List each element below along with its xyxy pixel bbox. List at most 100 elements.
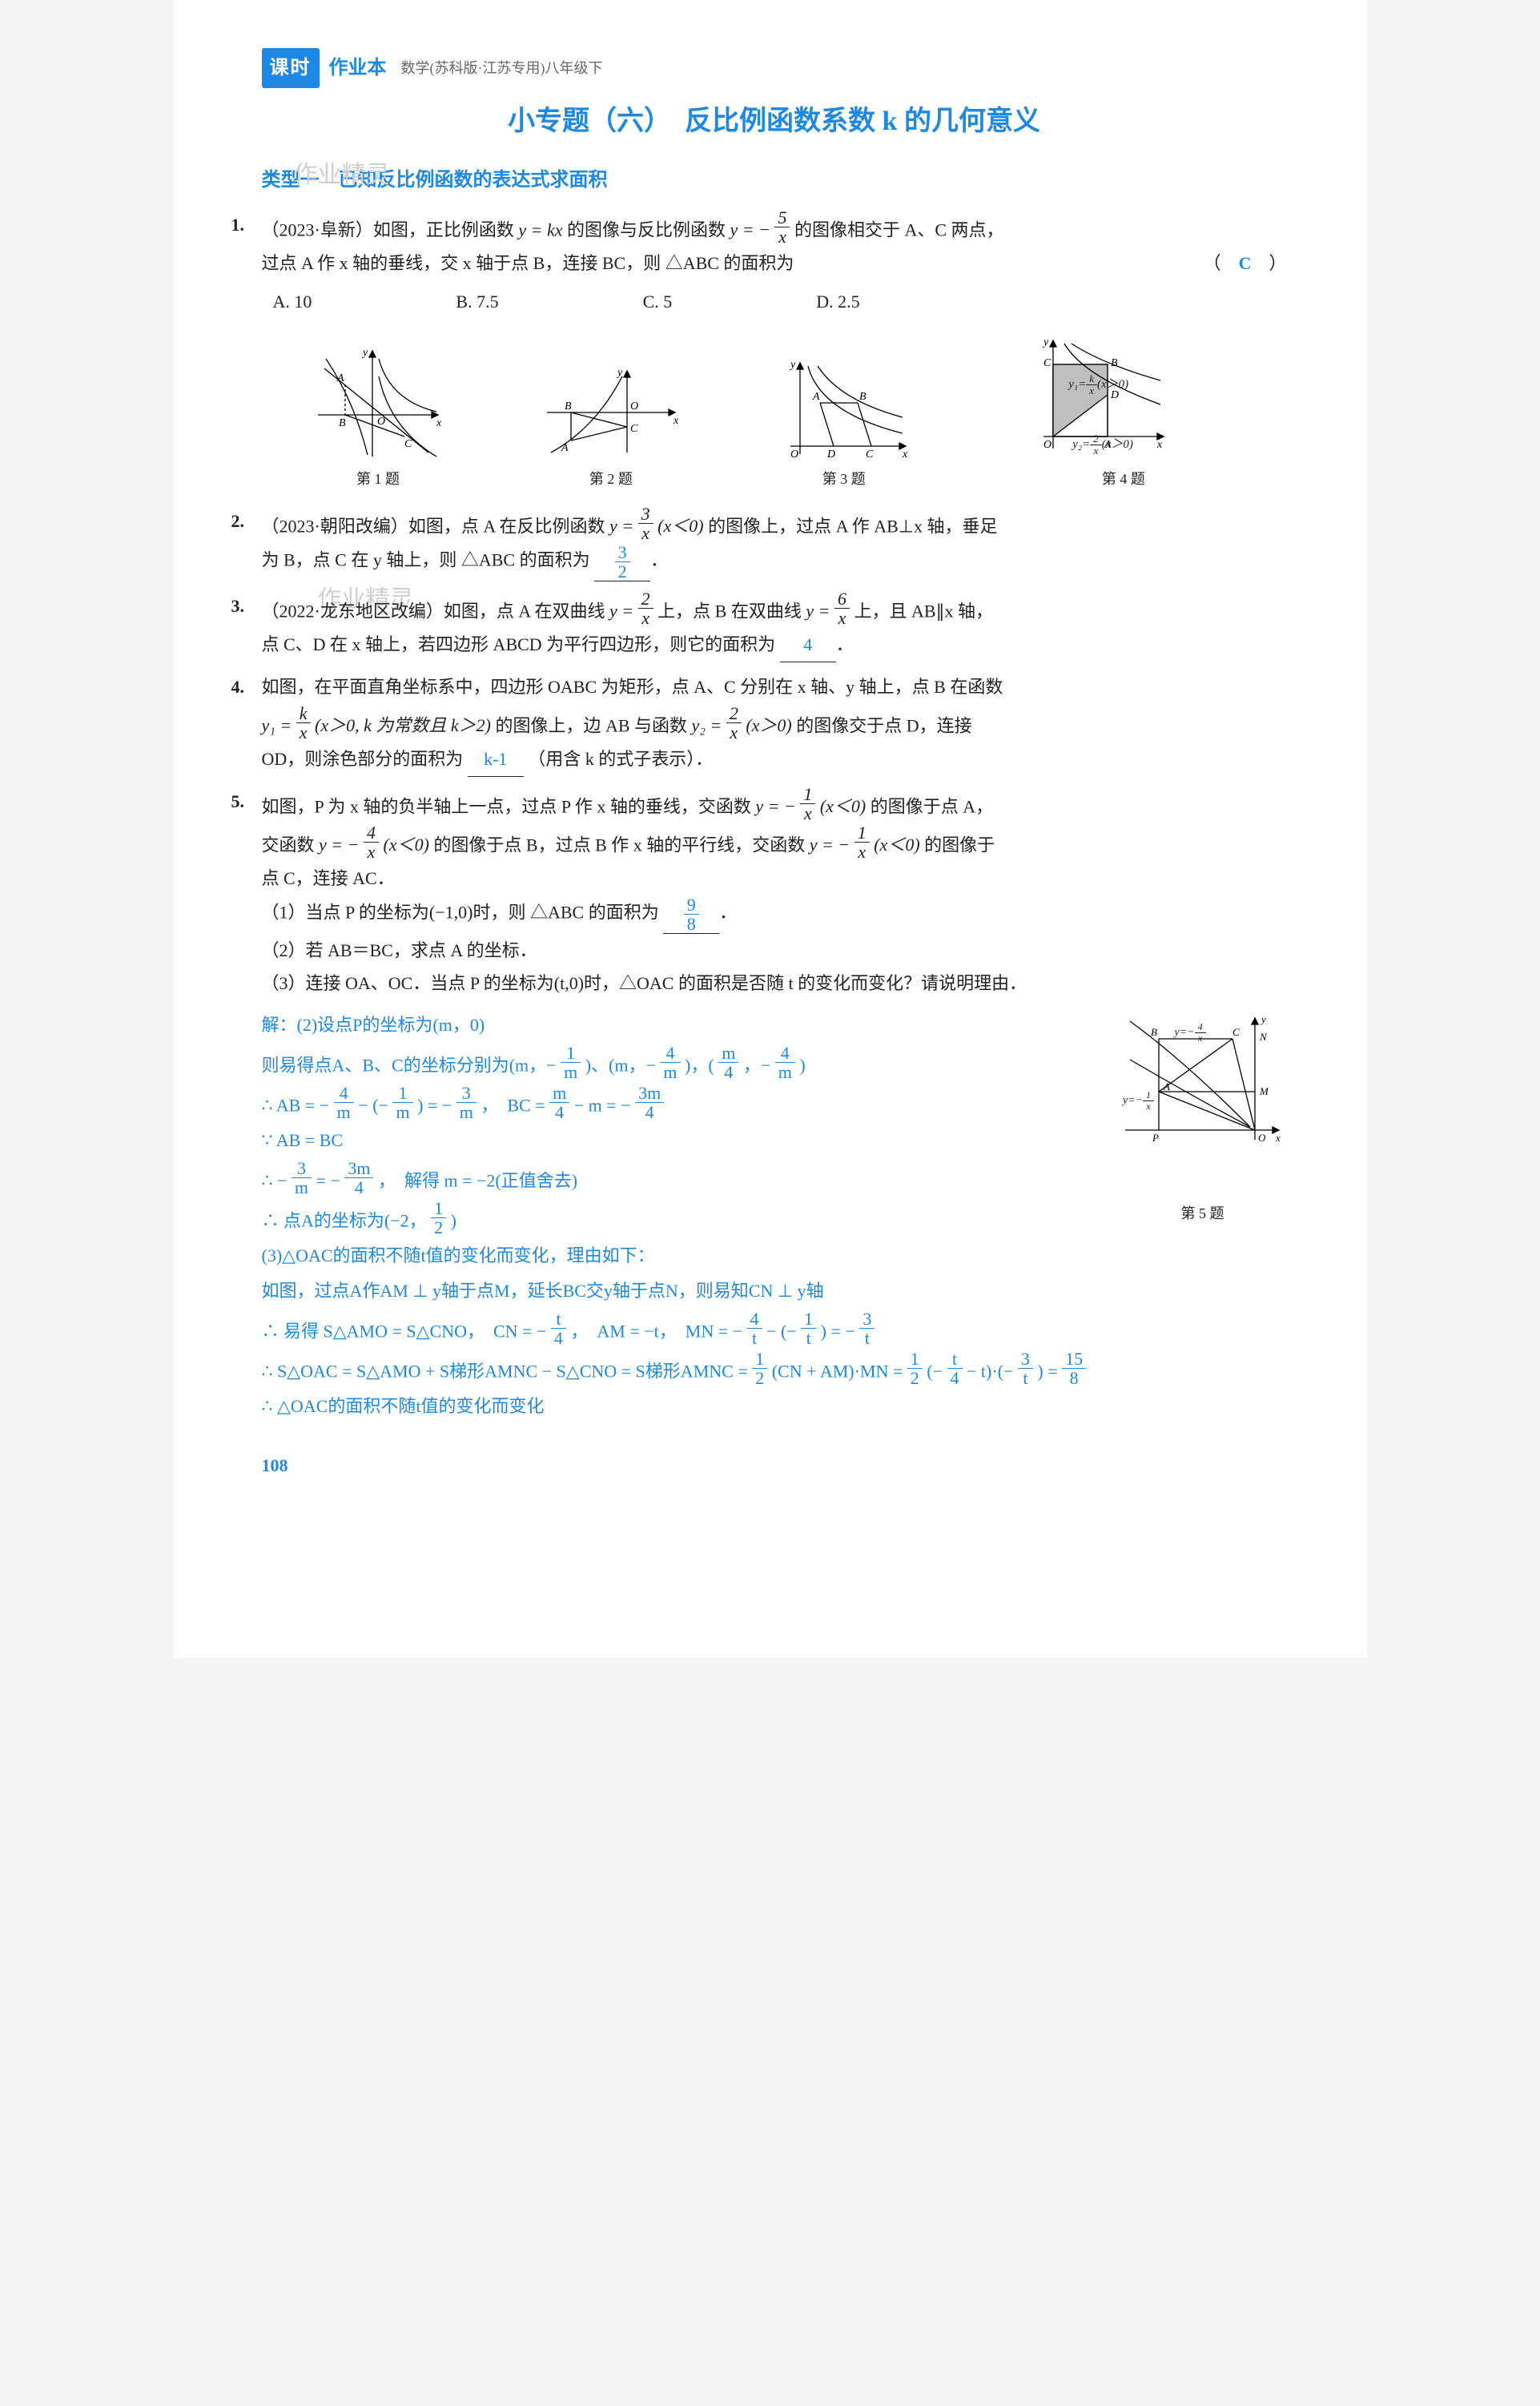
text: 的图像于点 B，过点 B 作 x 轴的平行线，交函数 xyxy=(433,835,809,855)
svg-text:M: M xyxy=(1259,1085,1269,1097)
text: OD，则涂色部分的面积为 xyxy=(262,749,464,769)
option-b: B. 7.5 xyxy=(456,285,498,319)
option-d: D. 2.5 xyxy=(816,285,859,319)
text: 过点 A 作 x 轴的垂线，交 x 轴于点 B，连接 BC，则 △ABC 的面积… xyxy=(262,253,794,273)
equation: y = kx xyxy=(518,219,562,239)
sol-line: 如图，过点A作AM ⊥ y轴于点M，延长BC交y轴于点N，则易知CN ⊥ y轴 xyxy=(262,1274,1287,1308)
sol-line: ∴ △OAC的面积不随t值的变化而变化 xyxy=(262,1390,1287,1423)
svg-text:y: y xyxy=(616,367,623,379)
text: （2022·龙东地区改编）如图，点 A 在双曲线 xyxy=(262,601,610,621)
svg-text:B: B xyxy=(339,417,346,429)
figure-4: C B D O A x y 第 4 题 y₁=kx(x＞0) y₂=2x(x＞0… xyxy=(960,332,1286,493)
fig5-label-top: y=−4x xyxy=(1175,1022,1271,1044)
sub-q3: （3）连接 OA、OC．当点 P 的坐标为(t,0)时，△OAC 的面积是否随 … xyxy=(262,973,1027,993)
problem-5: 5. 如图，P 为 x 轴的负半轴上一点，过点 P 作 x 轴的垂线，交函数 y… xyxy=(262,785,1287,1001)
page: 课时 作业本 数学(苏科版·江苏专用)八年级下 小专题（六） 反比例函数系数 k… xyxy=(174,0,1367,1658)
text: 如图，在平面直角坐标系中，四边形 OABC 为矩形，点 A、C 分别在 x 轴、… xyxy=(262,677,1003,697)
answer-blank: 98 xyxy=(663,895,719,934)
svg-text:x: x xyxy=(673,415,679,427)
section-heading: 类型一 已知反比例函数的表达式求面积 xyxy=(262,162,1287,199)
figure-3: A B D C O x y 第 3 题 xyxy=(727,356,960,493)
answer-blank: k-1 xyxy=(468,742,524,777)
text: 的图像上，过点 A 作 AB⊥x 轴，垂足 xyxy=(708,516,997,536)
text: 交函数 xyxy=(262,835,320,855)
svg-text:O: O xyxy=(1043,439,1051,451)
option-a: A. 10 xyxy=(273,285,312,319)
text: 的图像上，边 AB 与函数 xyxy=(495,715,691,735)
denominator: x xyxy=(774,227,790,246)
svg-text:C: C xyxy=(630,423,638,435)
svg-text:y: y xyxy=(1042,336,1049,348)
numerator: 5 xyxy=(774,208,790,227)
svg-text:x: x xyxy=(1156,439,1163,451)
sol-line: ∴ S△OAC = S△AMO + S梯形AMNC − S△CNO = S梯形A… xyxy=(262,1350,1287,1388)
text: 的图像于点 A， xyxy=(871,796,993,816)
answer-blank: 4 xyxy=(780,628,836,662)
fig4-label-y1: y₁=kx(x＞0) xyxy=(1068,373,1128,396)
option-c: C. 5 xyxy=(643,285,673,319)
answer-paren: （ C ） xyxy=(1204,247,1287,280)
figure-2: A B C O x y 第 2 题 xyxy=(494,364,727,493)
text: 点 C、D 在 x 轴上，若四边形 ABCD 为平行四边形，则它的面积为 xyxy=(262,634,776,654)
text: 点 C，连接 AC． xyxy=(262,868,395,888)
svg-text:B: B xyxy=(1151,1026,1157,1038)
svg-text:O: O xyxy=(790,449,798,461)
sub-q1: （1）当点 P 的坐标为(−1,0)时，则 △ABC 的面积为 xyxy=(262,902,659,922)
svg-text:y: y xyxy=(789,359,796,371)
period: ． xyxy=(836,634,854,654)
text: 的图像与反比例函数 xyxy=(567,219,730,239)
text: 为 B，点 C 在 y 轴上，则 △ABC 的面积为 xyxy=(262,549,590,569)
svg-text:C: C xyxy=(1043,357,1051,369)
sub-q2: （2）若 AB＝BC，求点 A 的坐标． xyxy=(262,940,537,960)
problem-3: 3. （2022·龙东地区改编）如图，点 A 在双曲线 y = 2x 上，点 B… xyxy=(262,589,1287,662)
text: （2023·朝阳改编）如图，点 A 在反比例函数 xyxy=(262,516,610,536)
header-meta: 数学(苏科版·江苏专用)八年级下 xyxy=(401,54,603,82)
page-number: 108 xyxy=(262,1449,1287,1483)
svg-text:O: O xyxy=(630,400,638,412)
problem-number: 1. xyxy=(231,208,245,242)
page-title: 小专题（六） 反比例函数系数 k 的几何意义 xyxy=(262,96,1287,148)
problem-number: 4. xyxy=(231,670,245,704)
svg-text:B: B xyxy=(565,400,572,412)
fraction: 5 x xyxy=(774,208,790,246)
logo: 课时 xyxy=(262,48,320,88)
problem-2: 2. （2023·朝阳改编）如图，点 A 在反比例函数 y = 3x (x＜0)… xyxy=(262,505,1287,581)
svg-text:O: O xyxy=(1258,1132,1266,1144)
answer-letter: C xyxy=(1239,253,1252,273)
svg-text:A: A xyxy=(336,372,344,384)
text: 的图像交于点 D，连接 xyxy=(796,715,971,735)
svg-text:x: x xyxy=(436,417,442,429)
sol-line: ∴ 易得 S△AMO = S△CNO， CN = − t4 ， AM = −t，… xyxy=(262,1310,1287,1348)
header: 课时 作业本 数学(苏科版·江苏专用)八年级下 xyxy=(262,48,1287,88)
fig4-label-y2: y₂=2x(x＞0) xyxy=(1072,433,1133,457)
problem-number: 2. xyxy=(231,505,245,538)
sol-line: (3)△OAC的面积不随t值的变化而变化，理由如下： xyxy=(262,1239,1287,1273)
equation: y = − 5 x xyxy=(730,219,794,239)
options: A. 10 B. 7.5 C. 5 D. 2.5 xyxy=(273,285,1287,319)
text: 的图像相交于 A、C 两点， xyxy=(794,219,1004,239)
text: 如图，P 为 x 轴的负半轴上一点，过点 P 作 x 轴的垂线，交函数 xyxy=(262,796,756,816)
answer-blank: 32 xyxy=(594,543,650,581)
svg-text:C: C xyxy=(404,438,412,450)
svg-text:O: O xyxy=(377,416,385,428)
figure-5: B C N A M P O x y y=−4x y=−1x 第 5 题 xyxy=(1119,1012,1287,1227)
text: （2023·阜新）如图，正比例函数 xyxy=(262,219,519,239)
equation: y = 3x (x＜0) xyxy=(609,516,708,536)
figure-caption: 第 1 题 xyxy=(356,471,400,487)
text: 的图像于 xyxy=(924,835,995,855)
problem-number: 3. xyxy=(231,589,245,623)
svg-text:B: B xyxy=(1111,357,1118,369)
figure-caption: 第 2 题 xyxy=(589,471,633,487)
problem-1: 1. （2023·阜新）如图，正比例函数 y = kx 的图像与反比例函数 y … xyxy=(262,208,1287,319)
figure-caption: 第 3 题 xyxy=(822,471,866,487)
svg-text:P: P xyxy=(1152,1132,1159,1144)
eq-pre: y = − xyxy=(730,219,770,239)
figure-1: A B C O x y 第 1 题 xyxy=(262,344,495,493)
svg-text:x: x xyxy=(1275,1132,1281,1144)
svg-text:A: A xyxy=(812,391,820,403)
figure-row: A B C O x y 第 1 题 A B xyxy=(262,332,1287,493)
logo-sub: 作业本 xyxy=(329,50,387,87)
svg-text:B: B xyxy=(859,391,867,403)
problem-number: 5. xyxy=(231,785,245,819)
period: ． xyxy=(719,902,737,922)
